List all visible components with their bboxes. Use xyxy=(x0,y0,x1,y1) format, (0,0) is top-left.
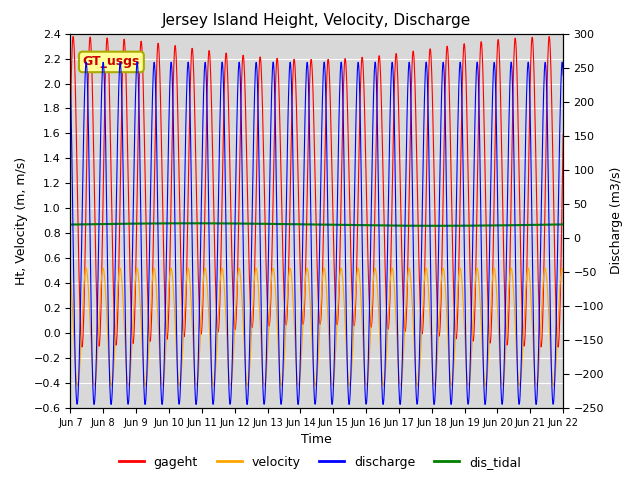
dis_tidal xyxy=(164,220,172,226)
velocity xyxy=(559,270,567,276)
Line: velocity: velocity xyxy=(70,268,563,385)
Legend: gageht, velocity, discharge, dis_tidal: gageht, velocity, discharge, dis_tidal xyxy=(114,451,526,474)
dis_tidal xyxy=(67,222,74,228)
Y-axis label: Discharge (m3/s): Discharge (m3/s) xyxy=(610,167,623,275)
velocity xyxy=(177,380,184,386)
discharge xyxy=(243,402,251,408)
discharge xyxy=(177,386,184,392)
dis_tidal xyxy=(232,221,239,227)
Y-axis label: Ht, Velocity (m, m/s): Ht, Velocity (m, m/s) xyxy=(15,157,28,285)
gageht xyxy=(69,34,77,39)
gageht xyxy=(67,117,74,122)
dis_tidal xyxy=(188,220,195,226)
discharge xyxy=(394,321,401,327)
dis_tidal xyxy=(176,220,184,226)
discharge xyxy=(458,95,466,100)
velocity xyxy=(502,355,509,361)
velocity xyxy=(458,273,465,279)
gageht xyxy=(177,235,184,240)
Line: discharge: discharge xyxy=(70,62,563,405)
gageht xyxy=(458,118,465,123)
dis_tidal xyxy=(559,222,567,228)
discharge xyxy=(559,72,567,78)
gageht xyxy=(393,60,401,65)
discharge xyxy=(67,80,74,85)
Text: GT_usgs: GT_usgs xyxy=(83,55,140,69)
X-axis label: Time: Time xyxy=(301,433,332,446)
dis_tidal xyxy=(393,223,401,228)
discharge xyxy=(164,146,172,152)
gageht xyxy=(501,306,509,312)
dis_tidal xyxy=(502,222,509,228)
discharge xyxy=(232,195,239,201)
discharge xyxy=(133,59,141,65)
Line: dis_tidal: dis_tidal xyxy=(70,223,563,226)
gageht xyxy=(164,320,172,325)
dis_tidal xyxy=(431,223,438,228)
velocity xyxy=(164,292,172,298)
gageht xyxy=(232,325,239,331)
discharge xyxy=(502,312,509,318)
Line: gageht: gageht xyxy=(70,36,563,347)
gageht xyxy=(559,131,567,136)
velocity xyxy=(393,341,401,347)
Title: Jersey Island Height, Velocity, Discharge: Jersey Island Height, Velocity, Discharg… xyxy=(162,13,472,28)
velocity xyxy=(116,265,124,271)
gageht xyxy=(554,344,562,350)
velocity xyxy=(67,273,74,278)
dis_tidal xyxy=(458,223,466,228)
velocity xyxy=(232,310,239,316)
velocity xyxy=(499,383,506,388)
